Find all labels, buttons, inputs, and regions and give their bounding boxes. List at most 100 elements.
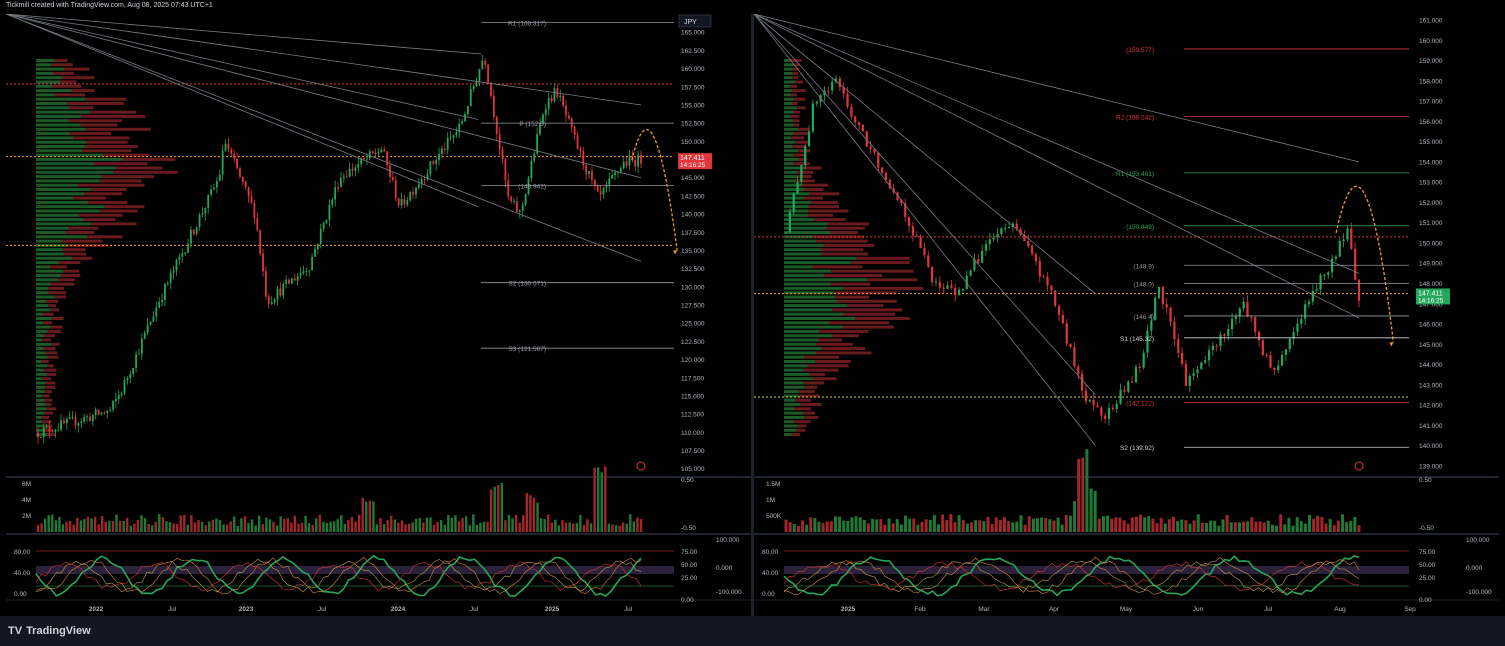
y-axis-tick-label: 117.500	[681, 375, 704, 382]
candle-body	[570, 118, 573, 127]
volume-profile-bar-up	[784, 433, 792, 437]
chart-right-svg[interactable]: ▾ (159.577) R2 (156.242) R1 (153.461) (150.8…	[753, 13, 1499, 616]
candle-body	[504, 159, 507, 181]
volume-bar	[1279, 514, 1283, 532]
chart-left-svg[interactable]: ▾ R1 (166.317) P (152.5) (143.942) S2 (130.5…	[5, 13, 751, 616]
volume-profile-bar-up	[36, 80, 61, 84]
currency-label: JPY	[684, 19, 697, 26]
volume-bar	[924, 519, 928, 532]
chart-pane-right[interactable]: ▾ (159.577) R2 (156.242) R1 (153.461) (150.8…	[753, 13, 1499, 616]
stoch-right-tick: 0.000	[716, 565, 733, 572]
candle-body	[1177, 339, 1180, 353]
volume-profile-bar-down	[63, 269, 80, 273]
candle-body	[221, 150, 224, 175]
trend-channel-line	[753, 13, 1360, 274]
volume-profile-bar-up	[784, 127, 799, 131]
volume-bar	[1151, 518, 1155, 532]
volume-profile-bar-up	[784, 132, 794, 136]
volume-bar	[1213, 520, 1217, 532]
candle-body	[239, 168, 241, 177]
volume-profile-bar-up	[36, 282, 51, 286]
candle-body	[227, 143, 230, 150]
volume-profile-bar-down	[804, 415, 819, 419]
candle-body	[195, 227, 198, 235]
candle-body	[611, 175, 614, 179]
candle-body	[807, 131, 811, 147]
candle-body	[585, 165, 588, 174]
volume-profile-bar-up	[784, 136, 792, 140]
stoch-right-tick: 75.00	[1419, 549, 1436, 556]
volume-profile-bar-up	[36, 342, 52, 346]
y-axis-tick-label: 142.000	[1419, 403, 1443, 410]
volume-bar	[500, 482, 504, 532]
candle-body	[827, 90, 830, 92]
volume-bar	[842, 520, 846, 532]
volume-profile-bar-down	[794, 407, 811, 411]
candle-body	[907, 217, 911, 227]
volume-bar	[236, 525, 240, 532]
chart-pane-left[interactable]: ▾ R1 (166.317) P (152.5) (143.942) S2 (130.5…	[5, 13, 751, 616]
volume-bar	[817, 521, 821, 532]
candle-body	[412, 192, 414, 195]
pane-divider[interactable]	[751, 14, 754, 616]
volume-profile-bar-up	[784, 295, 835, 299]
candle-body	[1046, 276, 1049, 286]
volume-profile-bar-up	[36, 274, 61, 277]
volume-profile-bar-up	[784, 226, 827, 230]
volume-bar	[796, 525, 800, 532]
candle-body	[1227, 329, 1230, 337]
volume-bar	[322, 521, 325, 532]
volume-profile-bar-down	[71, 256, 93, 260]
volume-bar	[118, 520, 122, 532]
pivot-label: (148.0)	[1133, 282, 1154, 289]
candle-body	[831, 81, 834, 91]
candle-body	[1219, 334, 1222, 347]
y-axis-tick-label: 165.000	[681, 30, 705, 37]
volume-profile-bar-up	[784, 166, 804, 170]
candle-body	[184, 252, 187, 254]
volume-profile-bar-down	[50, 308, 60, 312]
volume-bar	[965, 523, 969, 532]
volume-bar	[568, 522, 571, 532]
volume-profile-bar-down	[54, 93, 86, 97]
volume-profile-bar-up	[784, 299, 838, 303]
candle-body	[1265, 354, 1268, 356]
volume-profile-bar-up	[36, 205, 105, 209]
pivot-label: S2 (130.571)	[508, 281, 546, 288]
x-axis-tick-label: Jul	[470, 606, 479, 613]
candle-body	[1230, 318, 1234, 330]
volume-bar	[596, 467, 600, 532]
volume-bar	[479, 522, 482, 532]
volume-profile-bar-down	[104, 205, 145, 209]
volume-bar	[218, 520, 222, 532]
volume-bar	[1336, 520, 1340, 532]
volume-bar	[93, 516, 97, 532]
volume-profile-bar-up	[784, 97, 794, 101]
volume-bar	[215, 518, 218, 532]
volume-profile-bar-up	[784, 372, 810, 376]
volume-bar	[97, 524, 100, 532]
candle-body	[510, 196, 513, 202]
volume-bar	[813, 517, 817, 532]
volume-profile-bar-up	[784, 252, 822, 256]
volume-profile-bar-down	[842, 325, 894, 329]
volume-profile-bar-down	[61, 239, 103, 243]
candle-body	[360, 158, 363, 165]
volume-profile-bar-down	[93, 162, 148, 166]
candle-body	[593, 180, 596, 186]
volume-profile-bar-up	[784, 119, 793, 123]
oscillator-line	[783, 561, 1360, 592]
tradingview-logo[interactable]: TV TradingView	[8, 625, 91, 637]
volume-bar	[953, 522, 957, 532]
candle-body	[187, 243, 189, 253]
volume-profile-bar-up	[784, 218, 815, 222]
volume-bar	[974, 520, 978, 532]
volume-profile-bar-down	[803, 196, 823, 200]
volume-profile-bar-up	[36, 265, 51, 269]
y-axis-tick-label: 142.500	[681, 193, 705, 200]
volume-profile-bar-down	[793, 123, 800, 127]
volume-bar	[254, 525, 257, 532]
candle-body	[1319, 275, 1322, 290]
volume-bar	[1303, 523, 1307, 532]
volume-profile-bar-down	[65, 231, 95, 234]
